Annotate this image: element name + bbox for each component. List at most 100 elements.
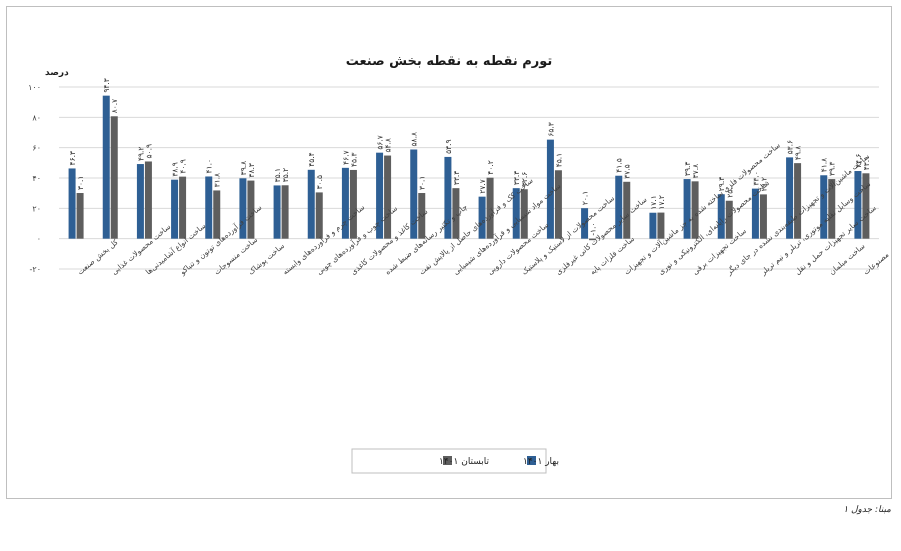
data-label: ۳۹.۸ <box>239 161 248 175</box>
bar-spring <box>68 168 76 239</box>
bar-summer <box>623 181 631 239</box>
bar-spring <box>205 176 213 239</box>
bar-spring <box>683 179 691 239</box>
bar-spring <box>512 188 520 239</box>
bar-spring <box>171 179 179 239</box>
bar-spring <box>376 152 384 239</box>
y-axis-label: درصد <box>45 68 69 78</box>
data-label: ۳۳.۳ <box>452 171 461 185</box>
bars <box>68 95 870 241</box>
bar-summer <box>281 185 289 239</box>
data-label: ۳۹.۳ <box>828 162 837 176</box>
data-label: ۴۹.۲ <box>136 147 145 161</box>
data-label: ۳۷.۵ <box>623 164 632 178</box>
bar-summer <box>691 181 699 239</box>
data-label: ۳۱.۸ <box>213 173 222 187</box>
bar-spring <box>649 212 657 239</box>
chart: -۲۰ ۰ ۲۰ ۴۰ ۶۰ ۸۰ ۱۰۰ ۴۶.۳ ۳۰.۱ ۹۴.۳ ۸۰.۷ ۴۹.۲ ۵۰.۹… <box>28 54 891 474</box>
bar-summer <box>110 116 118 239</box>
data-label: ۲۷.۷ <box>478 179 487 193</box>
bar-summer <box>76 193 84 239</box>
data-label: ۴۵.۳ <box>349 152 358 166</box>
bar-spring <box>341 167 349 239</box>
y-tick-label: ۴۰ <box>32 174 41 183</box>
data-label: ۴۱.۰ <box>205 159 214 173</box>
data-label: ۴۱.۸ <box>820 158 829 172</box>
gridlines <box>59 86 879 270</box>
data-label: -۱.۰ <box>589 223 598 236</box>
y-tick-label: ۶۰ <box>32 144 41 153</box>
legend-label-summer: تابستان ۱۴۰۱ <box>439 457 490 467</box>
data-label: ۳۳.۰ <box>751 171 760 185</box>
data-label: ۳۵.۱ <box>273 168 282 182</box>
bar-spring <box>478 196 486 239</box>
data-label: ۴۶.۳ <box>68 151 77 165</box>
data-label: ۳۸.۹ <box>171 162 180 176</box>
bar-summer <box>452 188 460 239</box>
bar-summer <box>247 180 255 239</box>
data-labels: ۴۶.۳ ۳۰.۱ ۹۴.۳ ۸۰.۷ ۴۹.۲ ۵۰.۹ ۳۸.۹ ۴۰.۹ ۴۱.۰۳۱.۸… <box>68 78 871 236</box>
data-label: ۴۰.۲ <box>486 160 495 174</box>
bar-summer <box>657 212 665 239</box>
legend: بهار ۱۴۰۱ تابستان ۱۴۰۱ <box>351 448 559 474</box>
data-label: ۴۹.۸ <box>794 146 803 160</box>
data-label: ۳۰.۵ <box>315 175 324 189</box>
y-tick-label: ۸۰ <box>32 113 41 122</box>
chart-frame: -۲۰ ۰ ۲۰ ۴۰ ۶۰ ۸۰ ۱۰۰ ۴۶.۳ ۳۰.۱ ۹۴.۳ ۸۰.۷ ۴۹.۲ ۵۰.۹… <box>6 6 892 499</box>
bar-summer <box>486 177 494 239</box>
source-note: مبنا: جدول ۱ <box>843 505 891 515</box>
data-label: ۳۷.۸ <box>691 164 700 178</box>
data-label: ۵۴.۸ <box>384 138 393 152</box>
data-label: ۴۰.۹ <box>179 159 188 173</box>
bar-spring <box>717 194 725 239</box>
data-label: ۹۴.۳ <box>102 78 111 92</box>
bar-summer <box>554 170 562 239</box>
bar-spring <box>273 185 281 239</box>
data-label: ۵۶.۷ <box>376 135 385 149</box>
bar-spring <box>854 171 862 239</box>
y-axis-ticks: -۲۰ ۰ ۲۰ ۴۰ ۶۰ ۸۰ ۱۰۰ <box>28 83 41 274</box>
data-label: ۵۰.۹ <box>144 144 153 158</box>
y-tick-label: ۱۰۰ <box>28 83 41 92</box>
bar-summer <box>418 193 426 239</box>
bar-spring <box>136 164 144 239</box>
data-label: ۱۷.۲ <box>657 195 666 209</box>
bar-summer <box>179 176 187 239</box>
bar-spring <box>820 175 828 239</box>
bar-spring <box>786 157 794 239</box>
data-label: ۲۰.۱ <box>581 191 590 205</box>
bar-spring <box>581 208 589 239</box>
bar-spring <box>444 156 452 239</box>
bar-summer <box>349 169 357 239</box>
data-label: ۳۲.۶ <box>520 172 529 186</box>
data-label: ۳۸.۳ <box>247 163 256 177</box>
data-label: ۵۳.۶ <box>786 140 795 154</box>
data-label: ۳۹.۳ <box>683 162 692 176</box>
bar-summer <box>794 163 802 239</box>
bar-spring <box>239 178 247 239</box>
data-label: ۴۵.۴ <box>307 152 316 166</box>
bar-summer <box>384 155 392 239</box>
bar-spring <box>615 175 623 239</box>
bar-summer <box>589 238 597 241</box>
bar-spring <box>751 188 759 239</box>
bar-spring <box>546 139 554 239</box>
data-label: ۱۷.۱ <box>649 195 658 209</box>
data-label: ۵۸.۸ <box>410 132 419 146</box>
data-label: ۴۴.۶ <box>854 154 863 168</box>
data-label: ۲۹.۲ <box>759 177 768 191</box>
data-label: ۶۵.۳ <box>546 122 555 136</box>
bar-spring <box>410 149 418 239</box>
legend-label-spring: بهار ۱۴۰۱ <box>523 457 559 467</box>
data-label: ۵۳.۹ <box>444 139 453 153</box>
data-label: ۳۰.۱ <box>418 176 427 190</box>
data-label: ۲۵.۰ <box>725 183 734 197</box>
data-label: ۴۵.۱ <box>554 153 563 167</box>
legend-swatch-spring <box>527 456 536 465</box>
bar-summer <box>213 190 221 239</box>
data-label: ۳۳.۳ <box>512 171 521 185</box>
y-tick-label: -۲۰ <box>30 265 41 274</box>
data-label: ۳۰.۱ <box>76 176 85 190</box>
bar-summer <box>759 194 767 239</box>
data-label: ۳۵.۲ <box>281 168 290 182</box>
